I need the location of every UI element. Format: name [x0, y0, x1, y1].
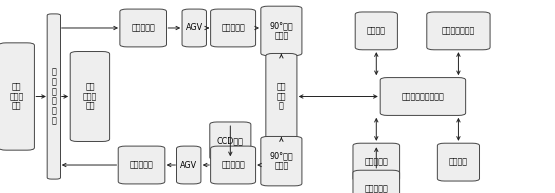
- FancyBboxPatch shape: [47, 14, 60, 179]
- FancyBboxPatch shape: [176, 146, 201, 184]
- Text: 仓库
（成品
库）: 仓库 （成品 库）: [83, 82, 97, 111]
- Text: CCD检测: CCD检测: [217, 136, 244, 145]
- Text: 出库平移台: 出库平移台: [132, 24, 155, 32]
- Text: 皮带输送机: 皮带输送机: [221, 161, 245, 169]
- Text: 90°转角
输送机: 90°转角 输送机: [270, 22, 293, 40]
- Text: 皮带输送机: 皮带输送机: [221, 24, 245, 32]
- Text: AGV: AGV: [180, 161, 197, 169]
- FancyBboxPatch shape: [210, 122, 251, 160]
- FancyBboxPatch shape: [120, 9, 166, 47]
- FancyBboxPatch shape: [355, 12, 397, 50]
- FancyBboxPatch shape: [211, 146, 255, 184]
- Text: 焊接工作台: 焊接工作台: [365, 158, 388, 167]
- Text: 入库平移台: 入库平移台: [130, 161, 153, 169]
- FancyBboxPatch shape: [437, 143, 480, 181]
- FancyBboxPatch shape: [266, 53, 297, 140]
- FancyBboxPatch shape: [182, 9, 206, 47]
- Text: 六自由度搬运机器人: 六自由度搬运机器人: [401, 92, 445, 101]
- Text: 焊接机器人: 焊接机器人: [365, 185, 388, 193]
- Text: 加工中心: 加工中心: [449, 158, 468, 167]
- FancyBboxPatch shape: [261, 6, 302, 56]
- FancyBboxPatch shape: [211, 9, 255, 47]
- Text: 机器人移动导轨: 机器人移动导轨: [442, 26, 475, 35]
- Text: 排
壁
式
码
垛
机: 排 壁 式 码 垛 机: [52, 68, 56, 125]
- Text: AGV: AGV: [186, 24, 203, 32]
- Text: 仓库
（原料
库）: 仓库 （原料 库）: [9, 82, 24, 111]
- FancyBboxPatch shape: [380, 78, 466, 115]
- FancyBboxPatch shape: [0, 43, 34, 150]
- FancyBboxPatch shape: [261, 136, 302, 186]
- FancyBboxPatch shape: [353, 170, 400, 193]
- FancyBboxPatch shape: [118, 146, 165, 184]
- FancyBboxPatch shape: [427, 12, 490, 50]
- Text: 90°转角
输送机: 90°转角 输送机: [270, 152, 293, 170]
- FancyBboxPatch shape: [70, 52, 110, 141]
- Text: 数控车床: 数控车床: [367, 26, 386, 35]
- Text: 辊筒
输送
机: 辊筒 输送 机: [276, 82, 286, 111]
- FancyBboxPatch shape: [353, 143, 400, 181]
